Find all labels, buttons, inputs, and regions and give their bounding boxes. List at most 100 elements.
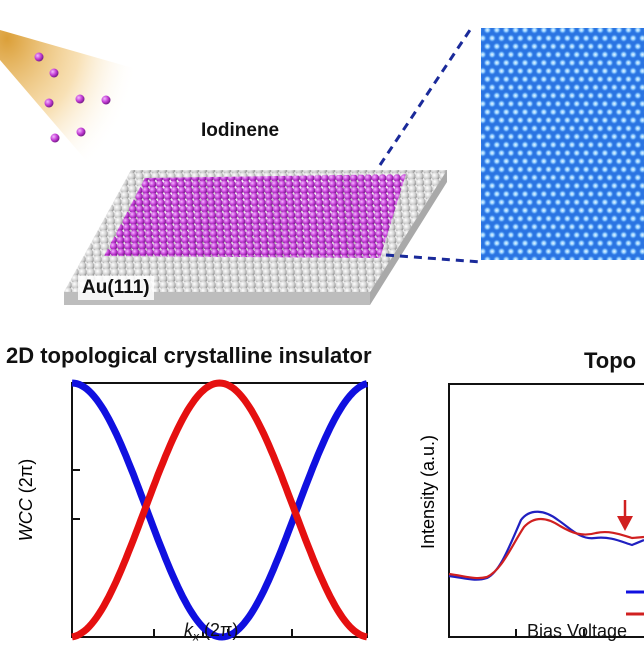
stm-dot [638, 83, 644, 92]
stm-dot [624, 173, 633, 182]
gold-atom [269, 255, 278, 264]
iodine-atom [301, 199, 309, 207]
iodine-atom [193, 205, 202, 213]
stm-dot [516, 83, 525, 92]
gold-atom [327, 274, 336, 283]
stm-dot [591, 198, 600, 207]
iodine-atom [142, 199, 151, 207]
gold-atom [438, 268, 447, 277]
gold-atom [174, 261, 183, 271]
gold-atom [262, 261, 271, 271]
gold-atom [453, 249, 461, 257]
gold-atom [391, 281, 400, 290]
iodine-atom [194, 217, 203, 226]
gold-atom [465, 191, 473, 199]
gold-atom [410, 210, 419, 219]
gold-atom [440, 191, 447, 200]
gold-atom [431, 172, 440, 181]
iodine-atom [192, 192, 201, 201]
iodine-atom [135, 199, 144, 207]
iodine-atom [323, 205, 331, 213]
iodine-atom [218, 254, 227, 258]
iodine-atom [264, 186, 273, 195]
gold-atom [294, 261, 303, 271]
iodine-atom [331, 223, 340, 232]
iodine-atom [285, 180, 294, 188]
iodine-atom [275, 236, 283, 244]
iodine-atom [322, 199, 331, 207]
iodine-atom [381, 217, 390, 226]
iodine-atom [314, 180, 323, 188]
stm-dot [487, 132, 497, 141]
gold-atom [232, 287, 241, 292]
gold-atom [444, 242, 447, 252]
iodine-atom [295, 217, 303, 226]
stm-dot [553, 198, 563, 207]
stm-dot [586, 91, 595, 100]
stm-dot [628, 181, 638, 190]
gold-atom [127, 178, 137, 187]
gold-atom [472, 179, 480, 187]
stm-dot [553, 230, 563, 240]
stm-dot [525, 50, 534, 59]
stm-dot [610, 116, 619, 125]
iodine-atom [145, 236, 154, 244]
iodine-atom [323, 211, 332, 219]
stm-dot [563, 181, 572, 190]
gold-atom [272, 287, 281, 292]
iodine-atom [286, 199, 295, 207]
gold-atom [435, 223, 444, 232]
gold-atom [326, 170, 336, 175]
stm-dot [600, 198, 610, 207]
stm-dot [549, 239, 558, 248]
iodine-atom [163, 180, 171, 188]
iodine-atom [266, 211, 274, 219]
iodine-atom [164, 192, 172, 201]
gold-atom [326, 261, 335, 271]
iodine-atom [286, 186, 294, 195]
gold-atom [199, 274, 208, 283]
iodine-atom [369, 248, 378, 257]
stm-dot [520, 75, 530, 84]
gold-atom [253, 255, 262, 264]
gold-atom [126, 268, 135, 277]
iodine-atom [144, 217, 152, 226]
gold-atom [229, 255, 238, 264]
iodine-atom [167, 242, 176, 250]
iodine-atom [332, 236, 341, 244]
stm-dot [534, 165, 544, 174]
stm-dot [605, 28, 614, 35]
iodine-atom [221, 192, 230, 201]
gold-atom [448, 179, 456, 187]
stm-dot [572, 83, 581, 92]
gold-atom [367, 274, 376, 283]
gold-atom [419, 229, 429, 239]
iodine-atom [302, 217, 311, 226]
gold-atom [206, 170, 216, 175]
gold-atom [222, 261, 231, 271]
iodine-atom [344, 199, 353, 207]
iodine-atom [173, 230, 182, 238]
stm-dot [567, 124, 577, 133]
gold-atom [189, 255, 198, 264]
stm-dot [481, 66, 487, 76]
stm-dot [530, 107, 539, 117]
gold-atom [286, 261, 295, 271]
stm-dot [492, 58, 501, 67]
stm-dot [572, 247, 581, 256]
stm-dot [633, 28, 642, 35]
stm-dot [544, 264, 552, 272]
gold-atom [71, 274, 80, 283]
iodine-atom [179, 211, 188, 219]
iodine-atom [314, 174, 322, 182]
stm-dot [553, 83, 563, 92]
iodine-atom [362, 254, 371, 258]
iodine-atom [235, 180, 243, 188]
gold-atom [434, 210, 443, 219]
gold-atom [134, 170, 144, 175]
stm-dot [600, 116, 610, 125]
gold-atom [214, 268, 223, 277]
iodine-atom [361, 242, 370, 250]
gold-atom [199, 281, 208, 290]
iodine-atom [222, 211, 231, 219]
